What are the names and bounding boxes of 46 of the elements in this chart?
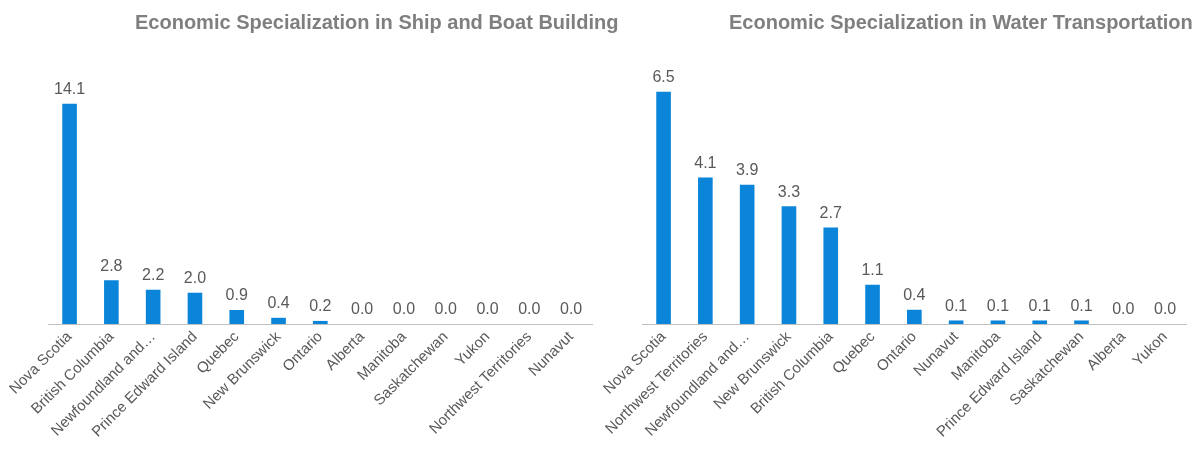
bar: [62, 103, 77, 325]
bar: [229, 309, 245, 325]
data-label: 0.0: [518, 300, 541, 318]
data-label: 0.0: [434, 300, 457, 318]
data-label: 0.1: [1070, 296, 1093, 314]
data-label: 0.0: [1112, 300, 1135, 318]
data-label: 0.1: [945, 296, 968, 314]
data-label: 0.9: [225, 286, 248, 304]
bar: [104, 280, 119, 325]
bar: [145, 289, 161, 325]
bar: [1074, 320, 1089, 325]
data-label: 0.0: [559, 300, 583, 318]
bar: [865, 284, 880, 325]
bar: [948, 320, 964, 325]
bar: [271, 317, 286, 325]
bar: [187, 292, 203, 325]
data-label: 2.8: [100, 256, 123, 274]
data-label: 1.1: [861, 261, 884, 279]
bar: [907, 309, 922, 325]
data-label: 2.7: [819, 204, 842, 222]
data-label: 0.2: [309, 297, 332, 315]
data-label: 0.0: [476, 300, 499, 318]
chart-title: Economic Specialization in Ship and Boat Building: [135, 10, 619, 35]
data-label: 3.9: [736, 161, 759, 179]
data-label: 3.3: [777, 182, 801, 200]
data-label: 0.4: [267, 294, 290, 312]
data-label: 4.1: [694, 154, 717, 171]
data-label: 0.1: [1028, 296, 1051, 314]
data-label: 2.0: [183, 269, 207, 287]
data-label: 14.1: [54, 80, 86, 98]
chart-title: Economic Specialization in Water Transportation: [729, 10, 1193, 35]
bar: [781, 206, 797, 325]
data-label: 0.4: [903, 286, 926, 304]
data-label: 0.0: [351, 300, 374, 318]
bar: [698, 177, 713, 325]
bar: [823, 227, 839, 325]
bar: [313, 320, 328, 325]
bar: [990, 320, 1006, 325]
data-label: 0.0: [392, 300, 416, 318]
bar: [656, 91, 671, 325]
data-label: 6.5: [652, 68, 675, 86]
data-label: 2.2: [142, 266, 165, 284]
bar: [1032, 320, 1048, 325]
data-label: 0.0: [1153, 300, 1177, 318]
bar: [739, 184, 755, 325]
data-label: 0.1: [986, 296, 1010, 314]
